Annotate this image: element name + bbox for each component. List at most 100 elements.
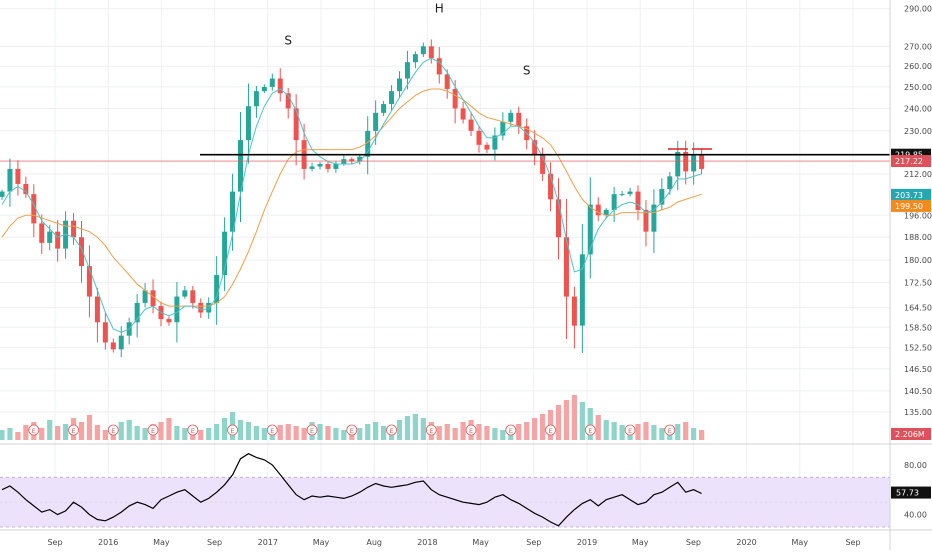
volume-bar <box>214 424 220 440</box>
volume-bar <box>63 424 69 440</box>
candle-body <box>452 89 458 109</box>
volume-bar <box>381 426 387 440</box>
candle-body <box>293 108 299 141</box>
candle-body <box>71 220 77 238</box>
volume-bar <box>436 426 442 440</box>
candle-body <box>627 191 633 195</box>
candle-body <box>556 199 561 238</box>
earnings-marker-label: E <box>32 427 36 435</box>
volume-bar <box>579 402 585 440</box>
volume-bar <box>47 420 53 440</box>
volume-bar <box>587 408 593 440</box>
candle-body <box>651 204 657 232</box>
volume-bar <box>532 418 538 440</box>
volume-bar <box>571 395 577 440</box>
candle-body <box>79 237 84 267</box>
candle-body <box>23 183 29 195</box>
price-badge-label: 199.50 <box>895 202 923 211</box>
earnings-marker <box>107 424 119 436</box>
volume-bar <box>174 426 180 440</box>
earnings-marker <box>465 424 477 436</box>
time-tick-label: Aug <box>366 538 382 547</box>
candle-body <box>31 194 37 224</box>
volume-bar <box>675 424 681 440</box>
volume-bar <box>396 420 403 440</box>
candle-body <box>166 319 172 323</box>
candle-body <box>102 322 108 343</box>
price-badge <box>891 155 931 168</box>
ma-slow-line <box>1 88 702 307</box>
price-tick-label: 146.50 <box>904 365 932 374</box>
volume-bar <box>182 428 188 440</box>
volume-bar <box>317 424 323 440</box>
volume-bar <box>261 428 267 440</box>
price-tick-label: 188.00 <box>904 233 932 242</box>
candle-body <box>587 204 593 255</box>
candle-body <box>381 104 387 113</box>
volume-bar <box>7 428 13 440</box>
candle-body <box>277 78 283 94</box>
candle-body <box>428 46 434 59</box>
candle-body <box>508 112 514 122</box>
volume-bar <box>341 430 347 440</box>
price-tick-label: 158.50 <box>904 323 932 332</box>
earnings-marker-label: E <box>548 427 552 435</box>
candle-body <box>611 194 617 210</box>
price-tick-label: 152.50 <box>904 344 932 353</box>
candle-body <box>222 231 228 276</box>
candle-body <box>253 91 259 107</box>
candle-body <box>261 86 267 92</box>
candle-body <box>516 112 522 127</box>
candle-body <box>190 290 196 303</box>
time-tick-label: Sep <box>526 538 541 547</box>
candle-body <box>39 223 45 243</box>
candle-body <box>492 135 498 150</box>
volume-bar <box>222 418 228 440</box>
candle-body <box>349 159 355 162</box>
candle-body <box>214 275 220 303</box>
earnings-marker-label: E <box>111 427 115 435</box>
volume-bar <box>691 428 697 440</box>
candle-body <box>571 296 577 326</box>
earnings-marker-label: E <box>71 427 75 435</box>
volume-bar <box>595 415 601 440</box>
price-tick-label: 270.00 <box>904 42 932 51</box>
volume-bar <box>0 430 5 440</box>
earnings-marker <box>306 424 318 436</box>
candle-body <box>110 342 116 350</box>
candle-body <box>174 296 180 323</box>
time-tick-label: Sep <box>845 538 860 547</box>
price-tick-label: 230.00 <box>904 127 932 136</box>
candle-body <box>635 191 641 210</box>
volume-bar <box>643 422 649 440</box>
time-tick-label: 2017 <box>258 538 278 547</box>
volume-bar <box>635 424 641 440</box>
time-tick-label: 2018 <box>417 538 437 547</box>
candle-body <box>643 209 649 232</box>
volume-bar <box>86 415 93 440</box>
candle-body <box>269 78 275 87</box>
candle-body <box>7 168 13 192</box>
price-tick-label: 164.50 <box>904 304 932 313</box>
earnings-marker-label: E <box>469 427 473 435</box>
volume-bar <box>563 400 570 440</box>
candle-body <box>667 176 673 190</box>
earnings-marker <box>505 424 517 436</box>
volume-bar <box>420 418 426 440</box>
rsi-tick-label: 40.00 <box>904 511 927 520</box>
candle-body <box>134 302 140 323</box>
earnings-marker-label: E <box>350 427 354 435</box>
candle-body <box>357 156 363 162</box>
candle-body <box>365 130 371 157</box>
volume-bar <box>158 422 164 440</box>
time-tick-label: Sep <box>686 538 701 547</box>
price-tick-label: 240.00 <box>904 104 932 113</box>
volume-bar <box>206 428 212 440</box>
volume-bar <box>611 422 617 440</box>
time-tick-label: 2016 <box>98 538 118 547</box>
volume-bar <box>126 420 132 440</box>
earnings-marker <box>664 424 676 436</box>
volume-bar <box>253 426 259 440</box>
